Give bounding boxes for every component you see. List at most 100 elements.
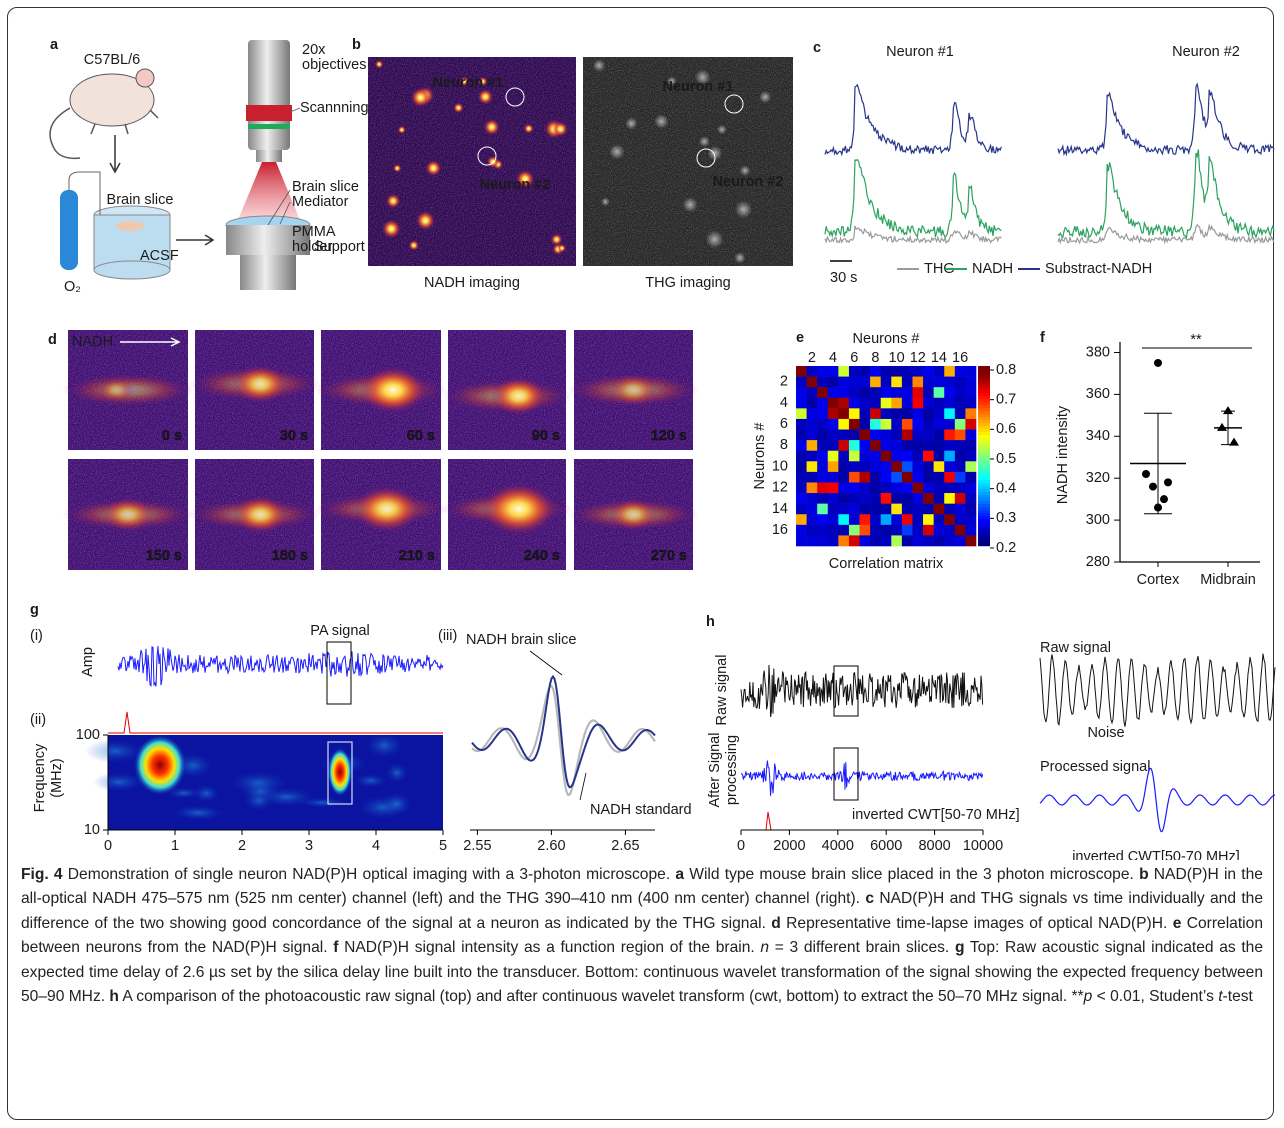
matrix-cell — [838, 482, 850, 494]
slice-label: NADH brain slice — [466, 632, 576, 648]
nadh-spot — [515, 169, 535, 189]
leader-line — [529, 650, 587, 801]
trace-title: Neuron #2 — [1172, 44, 1240, 60]
matrix-cell — [859, 514, 871, 526]
matrix-cell — [848, 366, 860, 377]
matrix-cell — [901, 418, 913, 430]
matrix-cell — [796, 440, 807, 452]
matrix-cell — [827, 471, 839, 483]
matrix-cell — [954, 387, 966, 399]
matrix-cell — [827, 493, 839, 504]
matrix-cell — [933, 387, 945, 399]
matrix-cell — [796, 376, 807, 388]
colorbar-label: 0.3 — [996, 510, 1016, 526]
matrix-cell — [923, 376, 934, 388]
matrix-cell — [870, 376, 882, 388]
matrix-cell — [954, 471, 966, 483]
matrix-cell — [880, 408, 892, 420]
matrix-cell — [859, 376, 871, 388]
matrix-cell — [838, 397, 850, 409]
waveform — [740, 760, 984, 796]
image-caption: NADH imaging — [424, 275, 520, 291]
matrix-cell — [891, 503, 903, 515]
matrix-cell — [827, 524, 839, 536]
matrix-cell — [880, 376, 892, 388]
gas-label: O₂ — [64, 279, 81, 295]
panel-label: c — [813, 40, 821, 56]
sub-label: (ii) — [30, 712, 46, 728]
caption-text: Correlation between neurons from the NAD… — [21, 914, 1263, 957]
waveform — [471, 674, 656, 789]
scale-label: 30 s — [830, 270, 857, 286]
matrix-cell — [880, 387, 892, 399]
y-tick-label: 8 — [780, 437, 788, 453]
matrix-cell — [933, 376, 945, 388]
significance: ** — [1190, 332, 1202, 348]
matrix-cell — [965, 440, 977, 452]
colorbar-step — [978, 501, 990, 505]
matrix-cell — [848, 461, 860, 473]
caption-text: = 3 different brain slices. — [769, 939, 955, 957]
colorbar-step — [978, 537, 990, 541]
objective-label: objectives — [302, 57, 366, 73]
matrix-cell — [933, 429, 945, 441]
matrix-cell — [827, 387, 839, 399]
colorbar-step — [978, 477, 990, 481]
inset-label: Raw signal — [1040, 640, 1111, 656]
y-axis-label: (MHz) — [49, 758, 65, 797]
neuron-circle — [724, 94, 744, 114]
matrix-cell — [901, 514, 913, 526]
matrix-cell — [891, 524, 903, 536]
matrix-cell — [880, 429, 892, 441]
frame-blob — [353, 485, 421, 533]
y-axis-label: Frequency — [32, 743, 48, 812]
matrix-cell — [891, 471, 903, 483]
nadh-spot — [415, 210, 436, 231]
matrix-cell — [912, 503, 924, 515]
frame-time: 120 s — [651, 428, 687, 444]
colorbar-step — [978, 468, 990, 472]
neuron-label: Neuron #2 — [480, 177, 551, 193]
matrix-cell — [796, 535, 807, 547]
matrix-cell — [944, 514, 956, 526]
y-tick-label: 320 — [1086, 470, 1110, 486]
matrix-cell — [923, 514, 934, 526]
x-tick-label: 10000 — [963, 838, 1003, 854]
matrix-cell — [933, 471, 945, 483]
nadh-spot — [425, 159, 442, 177]
matrix-cell — [912, 429, 924, 441]
colorbar-step — [978, 507, 990, 511]
matrix-cell — [954, 397, 966, 409]
caption-bold: h — [109, 988, 119, 1006]
matrix-cell — [817, 376, 829, 388]
spectrum-texture — [354, 773, 388, 788]
matrix-cell — [848, 418, 860, 430]
matrix-cell — [870, 387, 882, 399]
x-tick-label: 16 — [952, 350, 968, 366]
beaker-bottom — [93, 260, 171, 280]
matrix-title: Neurons # — [853, 331, 920, 347]
panel-label: h — [706, 614, 715, 630]
colorbar-label: 0.2 — [996, 540, 1016, 556]
colorbar-step — [978, 384, 990, 388]
mediator-label: Mediator — [292, 194, 349, 210]
objective-label: 20x — [302, 42, 326, 58]
matrix-cell — [965, 524, 977, 536]
matrix-cell — [901, 397, 913, 409]
matrix-cell — [806, 461, 818, 473]
colorbar-step — [978, 540, 990, 544]
matrix-cell — [870, 524, 882, 536]
substract-trace — [824, 83, 1002, 157]
matrix-cell — [954, 503, 966, 515]
caption-text: Representative time-lapse images of opti… — [780, 914, 1173, 932]
spectrum-texture — [257, 787, 316, 807]
matrix-cell — [796, 461, 807, 473]
matrix-cell — [933, 418, 945, 430]
matrix-cell — [870, 482, 882, 494]
caption-italic: n — [760, 939, 770, 957]
inset-processed-wave — [1039, 767, 1276, 833]
matrix-cell — [838, 440, 850, 452]
colorbar-step — [978, 534, 990, 538]
colorbar-step — [978, 375, 990, 379]
spectrum-blob — [328, 748, 352, 796]
